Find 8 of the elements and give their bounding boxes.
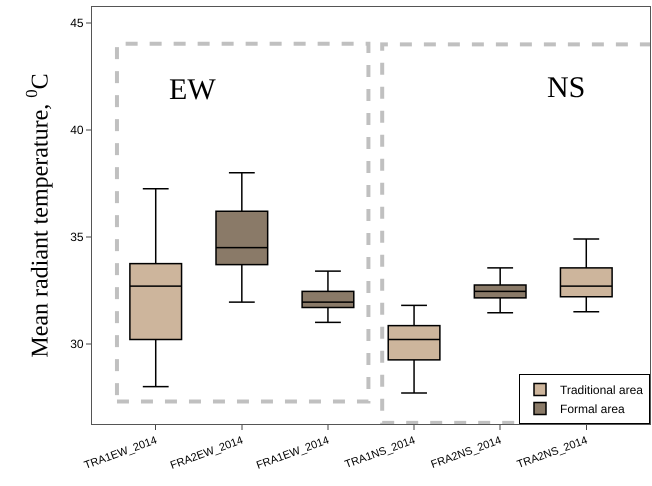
legend-label: Formal area xyxy=(560,402,626,416)
y-tick-label: 40 xyxy=(70,123,84,138)
annotation: NS xyxy=(547,71,586,104)
y-tick-label: 45 xyxy=(70,16,84,30)
legend-label: Traditional area xyxy=(560,383,644,398)
y-tick-label: 35 xyxy=(70,230,84,244)
y-tick-label: 30 xyxy=(70,337,84,352)
annotation: EW xyxy=(169,73,216,106)
